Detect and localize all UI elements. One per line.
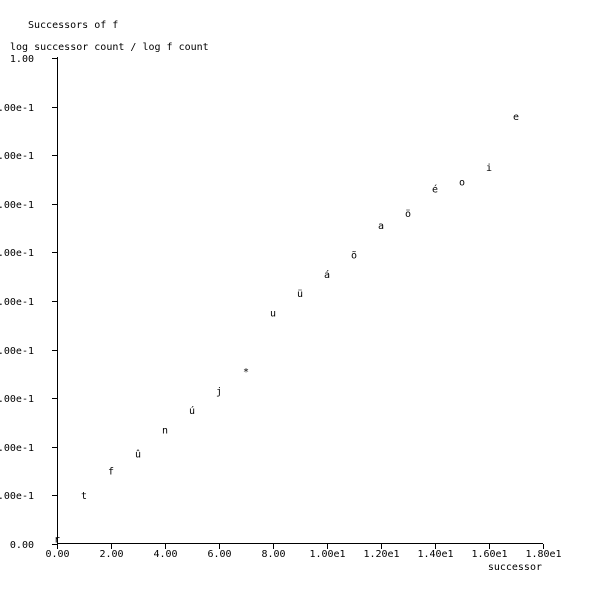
x-axis-label: successor [488,562,542,573]
x-tick-label: 1.00e1 [309,549,345,560]
y-tick-label: 9.00e-1 [0,103,34,114]
x-tick-label: 1.60e1 [471,549,507,560]
x-tick-label: 4.00 [153,549,177,560]
data-point: a [378,221,384,232]
y-tick-label: 1.00 [10,54,34,65]
x-tick-label: 6.00 [207,549,231,560]
data-point: u [270,309,276,320]
y-tick-label: 3.00e-1 [0,394,34,405]
data-point: e [513,112,519,123]
data-point: o [459,177,465,188]
y-tick-label: 8.00e-1 [0,151,34,162]
data-point: j [216,386,222,397]
y-tick-label: 6.00e-1 [0,248,34,259]
y-axis-ticks: 0.00 1.00e-1 2.00e-1 3.00e-1 4.00e-1 5.00e-1 6… [0,54,57,551]
data-points: r t f û n ú j * u ü á õ a ö é o i e [54,112,519,546]
y-tick-label: 1.00e-1 [0,491,34,502]
data-point: õ [351,250,357,261]
data-point: é [432,184,438,196]
data-point: r [54,535,60,546]
data-point: û [135,449,141,461]
y-tick-label: 0.00 [10,540,34,551]
data-point: * [243,367,249,378]
x-tick-label: 8.00 [261,549,285,560]
data-point: t [81,491,87,502]
y-tick-label: 4.00e-1 [0,346,34,357]
y-axis-label: log successor count / log f count [10,42,209,53]
data-point: f [108,467,114,478]
data-point: á [324,269,330,281]
data-point: ú [189,405,195,417]
y-tick-label: 7.00e-1 [0,200,34,211]
x-tick-label: 1.80e1 [525,549,561,560]
x-tick-label: 1.20e1 [363,549,399,560]
data-point: ü [297,289,303,300]
x-tick-label: 0.00 [45,549,69,560]
y-tick-label: 2.00e-1 [0,443,34,454]
chart-title: Successors of f [28,20,118,31]
data-point: ö [405,209,411,220]
data-point: n [162,425,168,436]
y-tick-label: 5.00e-1 [0,297,34,308]
x-tick-label: 2.00 [99,549,123,560]
data-point: i [486,163,492,174]
x-axis-ticks: 0.00 2.00 4.00 6.00 8.00 1.00e1 1.20e1 1.40e1 1.… [45,544,562,560]
x-tick-label: 1.40e1 [417,549,453,560]
